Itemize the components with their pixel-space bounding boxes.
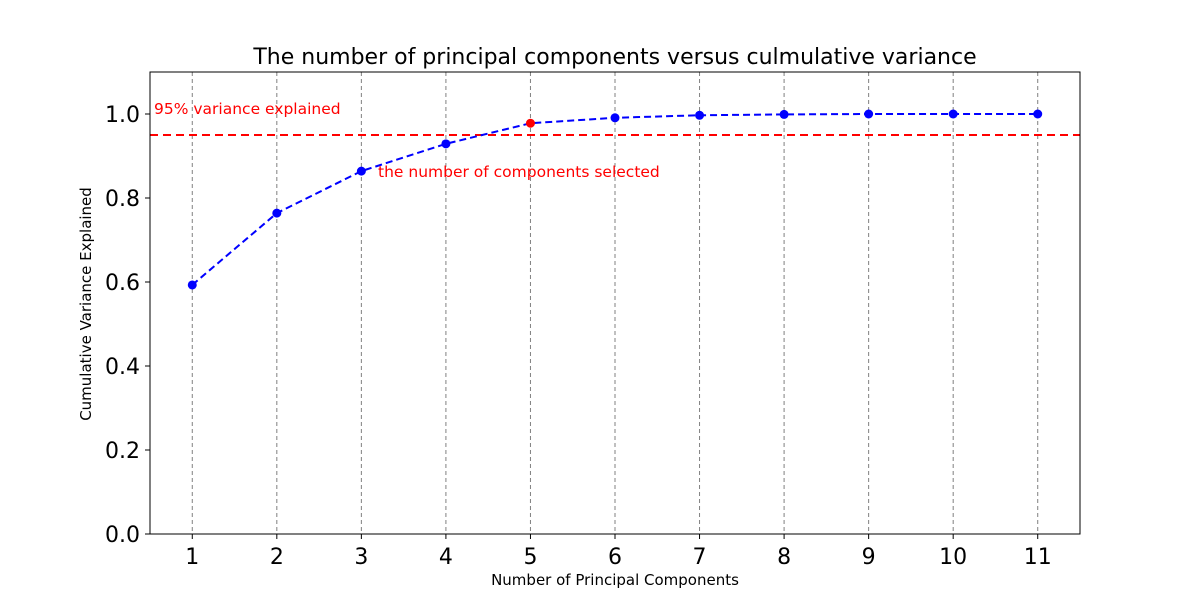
x-tick-label: 5	[523, 545, 537, 570]
grid-layer	[191, 72, 1039, 534]
data-point	[272, 208, 282, 218]
threshold-annotation: 95% variance explained	[154, 100, 341, 118]
data-point	[864, 109, 874, 119]
data-point	[441, 139, 451, 149]
x-tick-label: 1	[185, 545, 199, 570]
x-tick-label: 8	[777, 545, 791, 570]
chart-title: The number of principal components versu…	[252, 45, 976, 70]
ticks-layer: 1 2 3 4 5 6 7 8 9 10 11 0.0 0.2 0.4 0.6 0.8 1.0	[105, 103, 1052, 570]
data-point	[948, 109, 958, 119]
y-tick-label: 1.0	[105, 103, 140, 128]
data-point	[1033, 109, 1043, 119]
y-tick-label: 0.6	[105, 271, 140, 296]
data-point	[187, 280, 197, 290]
y-tick-label: 0.2	[105, 439, 140, 464]
series-layer	[187, 109, 1043, 290]
x-axis-label: Number of Principal Components	[491, 571, 739, 589]
selected-data-point	[525, 118, 535, 128]
data-point	[610, 113, 620, 123]
x-tick-label: 10	[939, 545, 967, 570]
data-point	[779, 109, 789, 119]
y-tick-label: 0.8	[105, 187, 140, 212]
data-point	[356, 166, 366, 176]
x-tick-label: 2	[270, 545, 284, 570]
data-point	[695, 110, 705, 120]
y-tick-label: 0.4	[105, 355, 140, 380]
x-tick-label: 11	[1024, 545, 1052, 570]
selected-components-annotation: the number of components selected	[378, 163, 660, 181]
x-tick-label: 3	[354, 545, 368, 570]
y-tick-label: 0.0	[105, 523, 140, 548]
x-tick-label: 6	[608, 545, 622, 570]
y-axis-label: Cumulative Variance Explained	[77, 187, 95, 421]
x-tick-label: 9	[862, 545, 876, 570]
x-tick-label: 7	[693, 545, 707, 570]
x-tick-label: 4	[439, 545, 453, 570]
